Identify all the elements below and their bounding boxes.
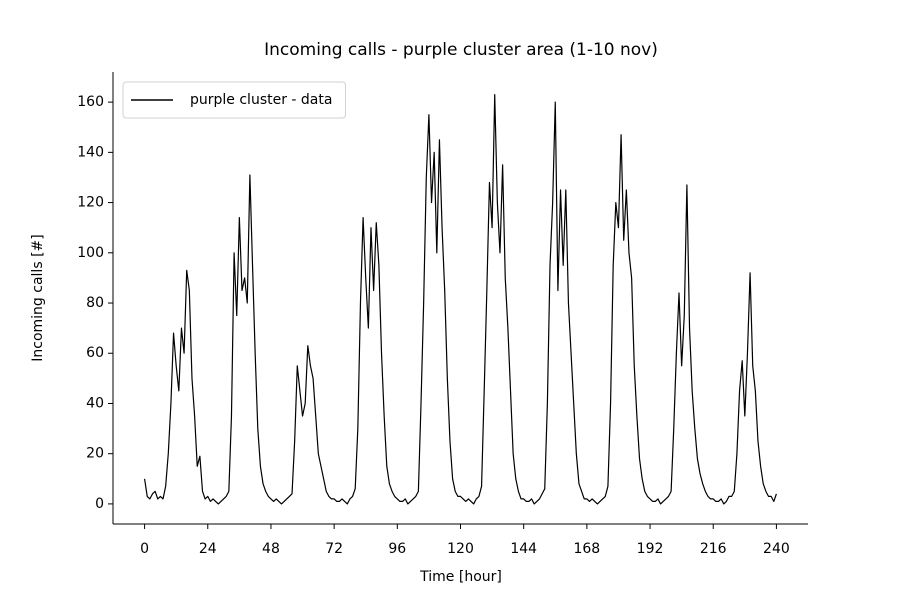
x-tick-label: 168 (573, 541, 600, 557)
y-tick-label: 0 (95, 496, 104, 512)
x-tick-label: 192 (637, 541, 664, 557)
x-tick-label: 24 (199, 541, 217, 557)
y-tick-label: 20 (86, 446, 104, 462)
y-tick-label: 140 (77, 144, 104, 160)
y-tick-label: 100 (77, 245, 104, 261)
y-tick-label: 160 (77, 94, 104, 110)
y-tick-label: 60 (86, 345, 104, 361)
x-tick-label: 96 (388, 541, 406, 557)
y-tick-label: 120 (77, 195, 104, 211)
chart-title: Incoming calls - purple cluster area (1-… (264, 40, 658, 60)
x-tick-label: 216 (700, 541, 727, 557)
y-tick-label: 40 (86, 395, 104, 411)
x-tick-label: 240 (763, 541, 790, 557)
y-tick-label: 80 (86, 295, 104, 311)
x-tick-label: 120 (447, 541, 474, 557)
data-line (143, 94, 777, 505)
x-axis-label: Time [hour] (419, 569, 502, 585)
x-tick-label: 0 (140, 541, 149, 557)
x-tick-label: 72 (325, 541, 343, 557)
x-tick-label: 144 (510, 541, 537, 557)
legend-label: purple cluster - data (190, 92, 332, 108)
y-axis-label: Incoming calls [#] (30, 234, 46, 361)
legend-box (122, 81, 346, 119)
x-tick-label: 48 (262, 541, 280, 557)
